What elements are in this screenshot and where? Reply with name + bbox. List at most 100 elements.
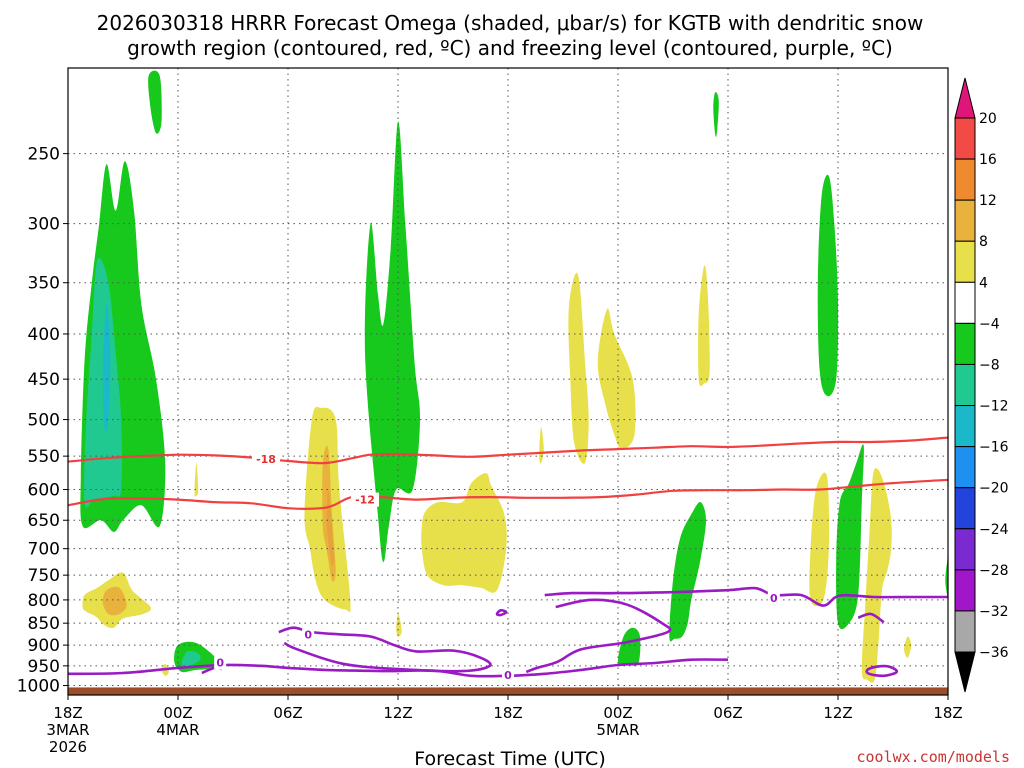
x-tick-label: 12Z: [823, 704, 852, 722]
x-tick-label: 18Z: [493, 704, 522, 722]
x-tick-label: 00Z: [163, 704, 192, 722]
colorbar-tick-label: −32: [979, 604, 1009, 620]
x-tick-label: 06Z: [273, 704, 302, 722]
colorbar-swatch: [954, 405, 976, 448]
y-tick-label: 1000: [17, 677, 60, 697]
freezing-level-line: [857, 612, 885, 624]
y-tick-label: 450: [28, 370, 60, 390]
freezing-label-bg: [502, 668, 514, 683]
y-tick-label: 600: [28, 481, 60, 501]
y-tick-label: 700: [28, 540, 60, 560]
isotherm-line: [68, 436, 948, 465]
freezing-level-label: 0: [504, 669, 512, 682]
colorbar-swatch: [954, 158, 976, 201]
colorbar-swatch: [954, 322, 976, 365]
omega-region-rising-0800-inner: [326, 489, 334, 567]
credit-link[interactable]: coolwx.com/models: [856, 748, 1010, 766]
x-tick-label: 00Z: [603, 704, 632, 722]
x-tick-label: 18Z: [53, 704, 82, 722]
omega-region-sinking-1100: [364, 121, 421, 563]
freezing-label-bg: [214, 655, 227, 670]
colorbar-tick-label: 4: [979, 275, 988, 291]
isotherm-label: -18: [256, 453, 276, 466]
colorbar-swatch: [954, 610, 976, 653]
x-tick-label: 4MAR: [156, 721, 199, 739]
freezing-level-line: [525, 598, 672, 674]
colorbar-tick-label: −28: [979, 563, 1009, 579]
omega-shading: [80, 70, 948, 683]
chart-title-line2: growth region (contoured, red, ºC) and f…: [127, 36, 893, 60]
x-tick-label: 18Z: [933, 704, 962, 722]
x-tick-label: 06Z: [713, 704, 742, 722]
omega-region-sinking-0400-5mar: [669, 502, 706, 642]
y-tick-label: 750: [28, 566, 60, 586]
colorbar-tick-label: −4: [979, 316, 1000, 332]
plot-area: -18 -12 0 0 0 0: [67, 67, 949, 696]
colorbar-tick-label: −16: [979, 440, 1009, 456]
x-tick-label: 2026: [49, 738, 87, 756]
colorbar-tick-label: −8: [979, 357, 1000, 373]
colorbar-bottom-arrow: [954, 651, 976, 693]
omega-region-sinking-1800-inner: [102, 303, 111, 432]
omega-region-rising-0200: [194, 463, 199, 497]
isotherm-label-bg: [252, 451, 280, 466]
y-tick-label: 550: [28, 447, 60, 467]
y-tick-label: 350: [28, 274, 60, 294]
y-tick-label: 400: [28, 325, 60, 345]
omega-region-sinking-1100-5mar: [817, 174, 839, 397]
colorbar-top-arrow: [954, 77, 976, 119]
colorbar-swatch: [954, 569, 976, 612]
colorbar-swatch: [954, 281, 976, 324]
omega-region-rising-2100: [539, 427, 544, 464]
terrain-band: [68, 687, 948, 695]
colorbar-swatch: [954, 363, 976, 407]
omega-region-rising-1900-core: [102, 586, 127, 616]
colorbar-tick-label: −36: [979, 645, 1009, 661]
gridlines: [67, 68, 949, 695]
colorbar-swatch: [954, 446, 976, 489]
colorbar-swatch: [954, 240, 976, 283]
dgz-isotherms: -18 -12: [68, 436, 948, 510]
colorbar-swatch: [954, 117, 976, 160]
freezing-label-bg: [767, 590, 780, 605]
omega-region-sinking-1600-5mar: [945, 556, 948, 601]
colorbar-tick-label: 16: [979, 152, 997, 168]
colorbar-swatch: [954, 528, 976, 571]
colorbar-tick-label: −20: [979, 481, 1009, 497]
y-tick-label: 900: [28, 636, 60, 656]
x-axis-label: Forecast Time (UTC): [414, 748, 605, 768]
freezing-level-label: 0: [770, 592, 778, 605]
colorbar-tick-label: 20: [979, 111, 997, 127]
y-tick-label: 850: [28, 614, 60, 634]
freezing-level-contours: 0 0 0 0: [68, 586, 948, 683]
y-tick-label: 650: [28, 511, 60, 531]
x-tick-label: 12Z: [383, 704, 412, 722]
omega-region-rising-0000: [597, 308, 636, 450]
colorbar: 20 16 12 8 4 −4 −8 −12 −16 −20 −24 −28 −32 −36: [954, 77, 1009, 693]
omega-region-sinking-0200-5mar: [617, 627, 641, 666]
omega-region-rising-0300-5mar: [698, 265, 710, 387]
freezing-level-label: 0: [216, 657, 224, 670]
y-tick-label: 300: [28, 215, 60, 235]
pressure-axis: 2503003504004505005506006507007508008509…: [17, 145, 68, 697]
isotherm-label-bg: [351, 492, 379, 507]
isotherm-label: -12: [355, 494, 375, 507]
colorbar-tick-label: 8: [979, 234, 988, 250]
colorbar-swatch: [954, 487, 976, 530]
omega-region-sinking-0400-5mar-small: [713, 91, 719, 137]
omega-region-rising-2200: [568, 272, 589, 464]
omega-region-sinking-0000-low-core: [181, 650, 201, 667]
freezing-level-line: [865, 664, 899, 678]
y-tick-label: 800: [28, 591, 60, 611]
x-tick-label: 3MAR: [46, 721, 89, 739]
colorbar-swatch: [954, 199, 976, 242]
x-tick-label: 5MAR: [596, 721, 639, 739]
y-tick-label: 950: [28, 657, 60, 677]
isotherm-line: [68, 478, 948, 510]
freezing-level-line: [278, 626, 492, 673]
terrain: [68, 687, 948, 695]
omega-region-rising-1500-5mar-small: [904, 636, 912, 658]
chart-title-line1: 2026030318 HRRR Forecast Omega (shaded, …: [97, 11, 924, 35]
